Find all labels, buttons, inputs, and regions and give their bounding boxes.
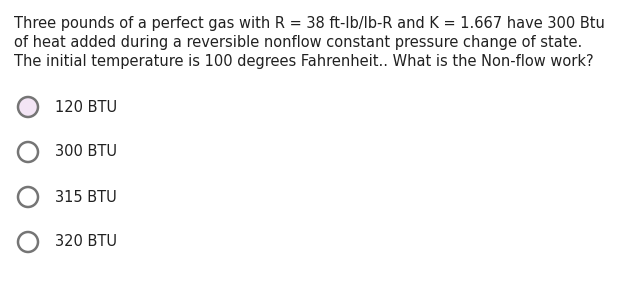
Text: 320 BTU: 320 BTU	[55, 235, 117, 250]
Circle shape	[18, 142, 38, 162]
Text: 120 BTU: 120 BTU	[55, 99, 117, 114]
Circle shape	[18, 232, 38, 252]
Text: 315 BTU: 315 BTU	[55, 189, 117, 205]
Text: 300 BTU: 300 BTU	[55, 144, 117, 160]
Text: Three pounds of a perfect gas with R = 38 ft-lb/lb-R and K = 1.667 have 300 Btu: Three pounds of a perfect gas with R = 3…	[14, 16, 605, 31]
Text: The initial temperature is 100 degrees Fahrenheit.. What is the Non-flow work?: The initial temperature is 100 degrees F…	[14, 54, 593, 69]
Text: of heat added during a reversible nonflow constant pressure change of state.: of heat added during a reversible nonflo…	[14, 35, 582, 50]
Circle shape	[18, 97, 38, 117]
Circle shape	[18, 187, 38, 207]
